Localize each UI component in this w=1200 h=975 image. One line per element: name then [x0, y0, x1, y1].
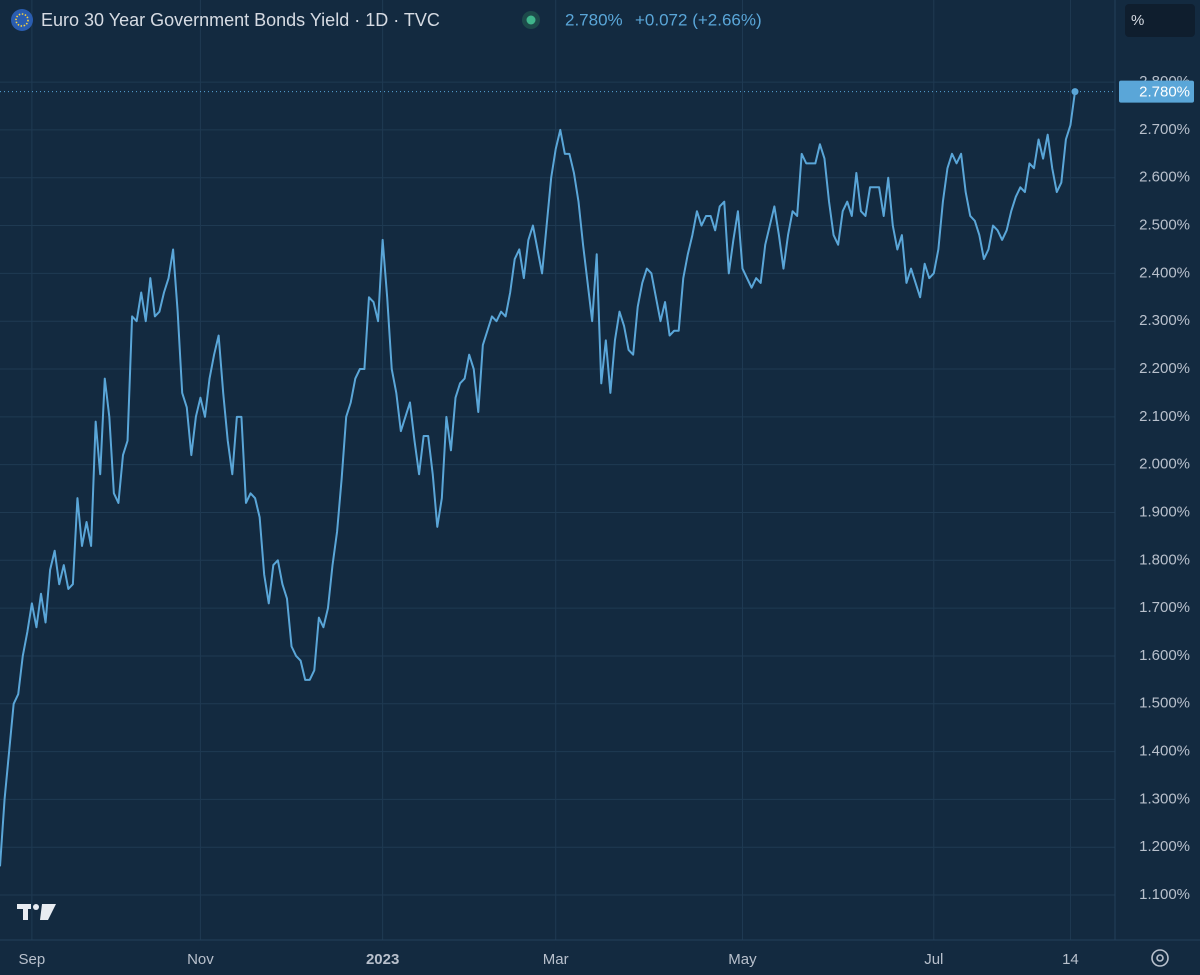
x-tick-label: Mar	[543, 951, 569, 968]
market-status-dot	[526, 15, 536, 25]
y-tick-label: 1.200%	[1139, 838, 1190, 855]
y-tick-label: 1.700%	[1139, 599, 1190, 616]
x-tick-label: Nov	[187, 951, 214, 968]
y-tick-label: 2.400%	[1139, 264, 1190, 281]
last-price-dot	[1071, 88, 1079, 96]
y-tick-label: 2.500%	[1139, 217, 1190, 234]
y-tick-label: 1.800%	[1139, 551, 1190, 568]
grid	[0, 0, 1115, 940]
x-tick-label: 14	[1062, 951, 1079, 968]
tv-logo	[17, 904, 56, 920]
unit-button[interactable]	[1125, 4, 1195, 37]
y-tick-label: 1.500%	[1139, 695, 1190, 712]
y-tick-label: 1.300%	[1139, 790, 1190, 807]
plot	[0, 88, 1115, 867]
y-tick-label: 1.600%	[1139, 647, 1190, 664]
last-price-label: 2.780%	[1139, 84, 1190, 101]
chart-title: Euro 30 Year Government Bonds Yield · 1D…	[41, 10, 440, 30]
y-tick-label: 1.900%	[1139, 503, 1190, 520]
last-price-tag	[1119, 80, 1194, 103]
header-price: 2.780%	[565, 10, 623, 29]
eu-stars	[15, 13, 29, 27]
axes: 1.100% 1.200% 1.300% 1.400% 1.500% 1.600% 1.70…	[19, 73, 1194, 968]
y-tick-label: 1.400%	[1139, 743, 1190, 760]
y-tick-label: 2.300%	[1139, 312, 1190, 329]
x-tick-label: May	[728, 951, 757, 968]
y-tick-label: 2.700%	[1139, 121, 1190, 138]
eu-flag-icon	[11, 9, 33, 31]
unit-button-label[interactable]: %	[1131, 12, 1144, 29]
y-tick-label: 1.100%	[1139, 886, 1190, 903]
x-tick-label: Sep	[19, 951, 46, 968]
x-tick-label: Jul	[924, 951, 943, 968]
x-tick-label: 2023	[366, 951, 399, 968]
header-change: +0.072 (+2.66%)	[635, 10, 762, 29]
settings-icon[interactable]	[1151, 949, 1169, 967]
y-tick-label: 2.200%	[1139, 360, 1190, 377]
y-tick-label: 2.000%	[1139, 456, 1190, 473]
y-tick-label: 2.100%	[1139, 408, 1190, 425]
y-tick-label: 2.600%	[1139, 169, 1190, 186]
price-line	[0, 91, 1076, 867]
